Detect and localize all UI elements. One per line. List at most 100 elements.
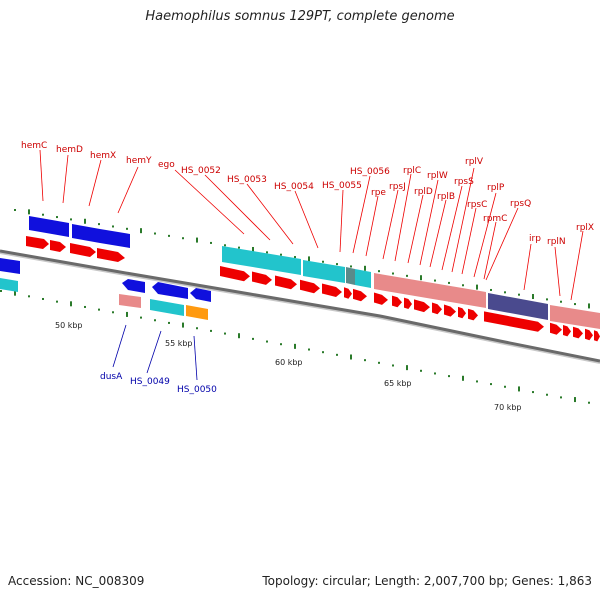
map-title: Haemophilus somnus 129PT, complete genom… [145, 9, 455, 24]
cds-arrow [50, 240, 66, 252]
tick-mark [574, 303, 576, 306]
tick-mark [378, 270, 380, 273]
tick-mark [588, 401, 590, 404]
tick-mark [196, 327, 198, 330]
tick-mark [392, 364, 394, 367]
tick-mark [252, 246, 254, 252]
cds-arrow [322, 283, 342, 297]
tick-mark [490, 288, 492, 291]
scale-label-70kbp: 70 kbp [494, 403, 522, 412]
label-rpmC: rpmC [483, 214, 507, 224]
gene-HS_0049-arrow [152, 282, 188, 299]
tick-mark [462, 375, 464, 381]
label-rplC: rplC [403, 166, 421, 176]
tick-mark [56, 216, 58, 219]
label-HS_0055: HS_0055 [322, 181, 362, 191]
tick-mark [112, 311, 114, 314]
forward-red-arrows [220, 266, 600, 342]
tick-mark [350, 354, 352, 360]
tick-mark [280, 253, 282, 256]
label-hemC: hemC [21, 141, 47, 151]
tick-mark [154, 232, 156, 235]
feature-cyan-block [355, 269, 371, 288]
cds-arrow [563, 325, 571, 337]
cds-arrow [585, 328, 593, 341]
label-rplD: rplD [414, 187, 433, 197]
tick-mark [560, 396, 562, 399]
tick-mark [350, 265, 352, 268]
feature-cyan-block [222, 246, 301, 275]
cds-arrow [275, 275, 297, 290]
tick-mark [70, 218, 72, 221]
label-HS_0053: HS_0053 [227, 175, 267, 185]
label-hemX: hemX [90, 151, 116, 161]
tick-mark [532, 391, 534, 394]
cds-arrow [458, 306, 466, 319]
tick-mark [70, 301, 72, 307]
tick-mark [154, 319, 156, 322]
cds-arrow [97, 248, 125, 262]
feature-purple-block [488, 293, 548, 320]
tick-mark [112, 225, 114, 228]
tick-mark [28, 209, 30, 215]
forward-pink-features [374, 273, 600, 329]
label-rplV: rplV [465, 157, 484, 167]
label-HS_0050: HS_0050 [177, 385, 217, 395]
feature-block [0, 278, 18, 292]
topology-text: Topology: circular; Length: 2,007,700 bp… [262, 574, 592, 588]
tick-marks [0, 209, 590, 404]
gene-HS_0050-arrow [190, 288, 211, 302]
label-rpsC: rpsC [467, 200, 487, 210]
tick-mark [28, 295, 30, 298]
tick-mark [406, 274, 408, 277]
forward-red-arrows-left [26, 236, 125, 262]
label-rplP: rplP [487, 183, 505, 193]
label-rpsQ: rpsQ [510, 199, 531, 209]
tick-mark [140, 228, 142, 234]
gene-hemC-block [29, 216, 52, 234]
cds-arrow [26, 236, 49, 249]
reverse-left-edge [0, 258, 20, 292]
tick-mark [336, 263, 338, 266]
tick-mark [182, 237, 184, 240]
gene-block [0, 258, 20, 274]
cds-arrow [220, 266, 250, 282]
gene-hemD-block [52, 220, 69, 237]
tick-mark [434, 279, 436, 282]
cds-arrow [573, 326, 583, 339]
label-rpsS: rpsS [454, 177, 474, 187]
tick-mark [84, 305, 86, 308]
scale-labels: 50 kbp 55 kbp 60 kbp 65 kbp 70 kbp [55, 321, 522, 412]
scale-label-60kbp: 60 kbp [275, 358, 303, 367]
gene-labels: hemC hemD hemX hemY ego HS_0052 HS_0053 … [21, 141, 594, 395]
feature-orange-block [186, 305, 208, 320]
tick-mark [182, 322, 184, 328]
cds-arrow [353, 288, 367, 302]
reverse-lower-features [119, 294, 208, 320]
tick-mark [84, 218, 86, 224]
cds-arrow [404, 297, 412, 309]
tick-mark [168, 321, 170, 324]
tick-mark [364, 265, 366, 271]
cds-arrow [300, 279, 320, 294]
tick-mark [238, 333, 240, 339]
feature-cyan-block [303, 260, 345, 283]
feature-pink-block [550, 305, 600, 329]
genome-backbone [0, 249, 600, 364]
scale-label-65kbp: 65 kbp [384, 379, 412, 388]
label-rplN: rplN [547, 237, 566, 247]
tick-mark [266, 251, 268, 254]
reverse-blue-arrows [122, 279, 211, 302]
tick-mark [518, 386, 520, 392]
label-irp: irp [529, 234, 541, 244]
feature-pink-block [374, 273, 486, 308]
gene-hemX-block [72, 224, 100, 243]
scale-label-55kbp: 55 kbp [165, 339, 193, 348]
cds-arrow [374, 292, 388, 305]
tick-mark [98, 223, 100, 226]
tick-mark [574, 397, 576, 403]
label-rpsJ: rpsJ [389, 182, 406, 192]
tick-mark [336, 353, 338, 356]
